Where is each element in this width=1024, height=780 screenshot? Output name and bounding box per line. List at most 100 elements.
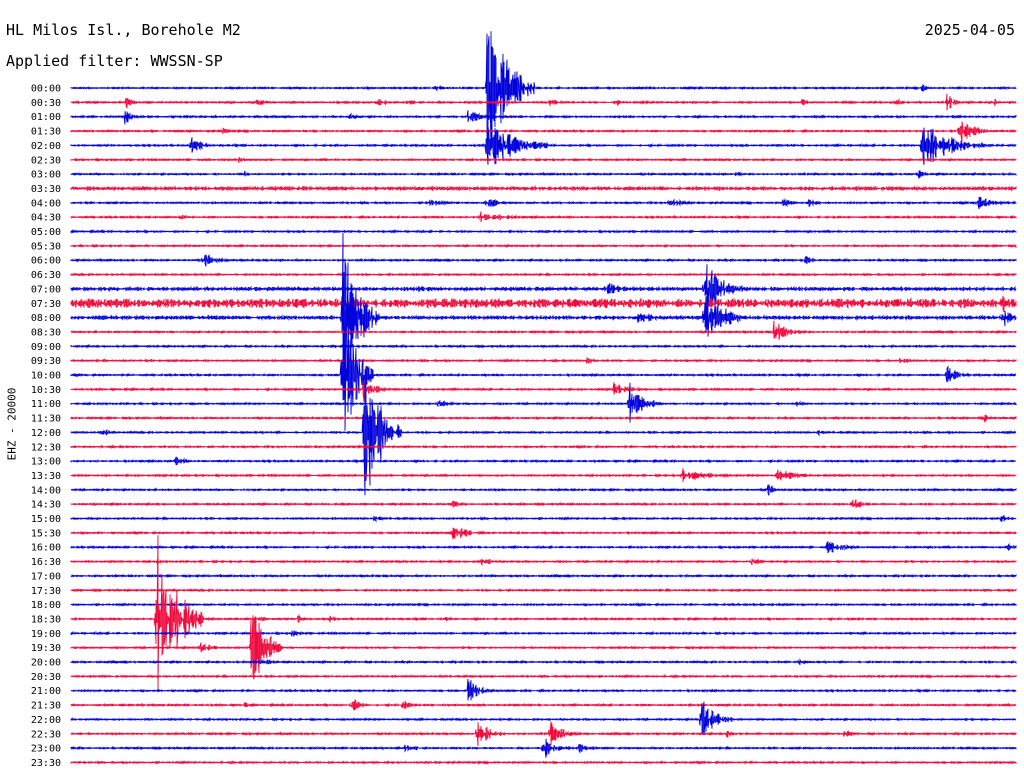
- seismic-trace: [70, 673, 1017, 679]
- time-label: 12:00: [31, 428, 61, 439]
- seismic-trace: [70, 243, 1017, 249]
- time-label: 02:30: [31, 155, 61, 166]
- seismic-trace: [70, 658, 1017, 666]
- time-label: 10:00: [31, 371, 61, 382]
- time-label: 14:00: [31, 485, 61, 496]
- time-label: 14:30: [31, 500, 61, 511]
- seismic-trace: [70, 630, 1017, 637]
- seismic-trace: [70, 320, 1017, 340]
- seismic-trace: [70, 499, 1017, 509]
- time-label: 03:30: [31, 184, 61, 195]
- seismic-trace: [70, 760, 1017, 765]
- seismic-trace: [70, 126, 1017, 165]
- seismic-trace: [70, 295, 1017, 313]
- seismic-trace: [70, 184, 1017, 192]
- time-label: 21:00: [31, 686, 61, 697]
- seismic-trace: [70, 444, 1017, 450]
- time-label: 04:00: [31, 198, 61, 209]
- seismic-trace: [70, 615, 1017, 680]
- time-label: 10:30: [31, 385, 61, 396]
- time-label: 13:30: [31, 471, 61, 482]
- seismic-trace: [70, 678, 1017, 701]
- time-label: 13:00: [31, 457, 61, 468]
- seismic-trace: [70, 366, 1017, 496]
- time-label: 06:00: [31, 256, 61, 267]
- time-label: 04:30: [31, 213, 61, 224]
- time-label: 08:00: [31, 313, 61, 324]
- time-label: 23:00: [31, 744, 61, 755]
- seismic-trace: [70, 380, 1017, 402]
- time-label: 11:00: [31, 399, 61, 410]
- time-label: 19:30: [31, 643, 61, 654]
- seismic-trace: [70, 156, 1017, 163]
- seismic-trace: [70, 515, 1017, 523]
- seismic-trace: [70, 456, 1017, 466]
- seismic-trace: [70, 602, 1017, 608]
- time-label: 02:00: [31, 141, 61, 152]
- time-label: 00:30: [31, 98, 61, 109]
- time-label: 12:30: [31, 442, 61, 453]
- seismic-trace: [70, 721, 1017, 747]
- seismic-trace: [70, 228, 1017, 234]
- time-label: 03:00: [31, 170, 61, 181]
- time-label: 18:00: [31, 600, 61, 611]
- seismic-trace: [70, 701, 1017, 736]
- seismic-trace: [70, 468, 1017, 483]
- time-label: 22:30: [31, 729, 61, 740]
- seismic-trace: [70, 93, 1017, 111]
- trace-layer: [70, 31, 1017, 765]
- seismic-trace: [70, 698, 1017, 711]
- station-title: HL Milos Isl., Borehole M2: [6, 21, 241, 39]
- seismic-trace: [70, 272, 1017, 278]
- seismic-trace: [70, 170, 1017, 179]
- time-label: 06:30: [31, 270, 61, 281]
- seismic-trace: [70, 527, 1017, 540]
- seismic-trace: [70, 196, 1017, 210]
- seismic-trace: [70, 31, 1017, 151]
- time-label: 20:00: [31, 658, 61, 669]
- time-label: 08:30: [31, 327, 61, 338]
- time-label: 21:30: [31, 701, 61, 712]
- time-label: 18:30: [31, 614, 61, 625]
- seismic-trace: [70, 232, 1017, 401]
- time-label: 00:00: [31, 84, 61, 95]
- seismic-trace: [70, 414, 1017, 423]
- seismic-trace: [70, 587, 1017, 593]
- time-label: 15:30: [31, 528, 61, 539]
- seismic-trace: [70, 541, 1017, 554]
- seismic-trace: [70, 484, 1017, 496]
- seismic-trace: [70, 110, 1017, 125]
- seismic-trace: [70, 382, 1017, 423]
- time-label: 16:30: [31, 557, 61, 568]
- time-label: 07:00: [31, 284, 61, 295]
- seismic-trace: [70, 121, 1017, 143]
- seismic-trace: [70, 557, 1017, 567]
- seismic-trace: [70, 356, 1017, 365]
- time-label: 22:00: [31, 715, 61, 726]
- time-label: 05:30: [31, 241, 61, 252]
- time-label-layer: 00:00 00:30 01:00 01:30 02:00 02:30 03:00 03:30…: [31, 84, 61, 769]
- seismic-trace: [70, 310, 1017, 431]
- time-label: 17:30: [31, 586, 61, 597]
- seismic-trace: [70, 211, 1017, 223]
- record-date: 2025-04-05: [924, 21, 1015, 39]
- time-label: 23:30: [31, 758, 61, 769]
- seismic-trace: [70, 738, 1017, 758]
- time-label: 20:30: [31, 672, 61, 683]
- time-label: 15:00: [31, 514, 61, 525]
- seismic-trace: [70, 573, 1017, 579]
- time-label: 17:00: [31, 571, 61, 582]
- time-label: 07:30: [31, 299, 61, 310]
- time-label: 11:30: [31, 414, 61, 425]
- time-label: 05:00: [31, 227, 61, 238]
- seismic-trace: [70, 343, 1017, 349]
- time-label: 16:00: [31, 543, 61, 554]
- time-label: 01:30: [31, 127, 61, 138]
- seismic-trace: [70, 253, 1017, 267]
- time-label: 09:00: [31, 342, 61, 353]
- time-label: 19:00: [31, 629, 61, 640]
- filter-label: Applied filter: WWSSN-SP: [6, 52, 223, 70]
- time-label: 09:30: [31, 356, 61, 367]
- seismic-trace: [70, 535, 1017, 691]
